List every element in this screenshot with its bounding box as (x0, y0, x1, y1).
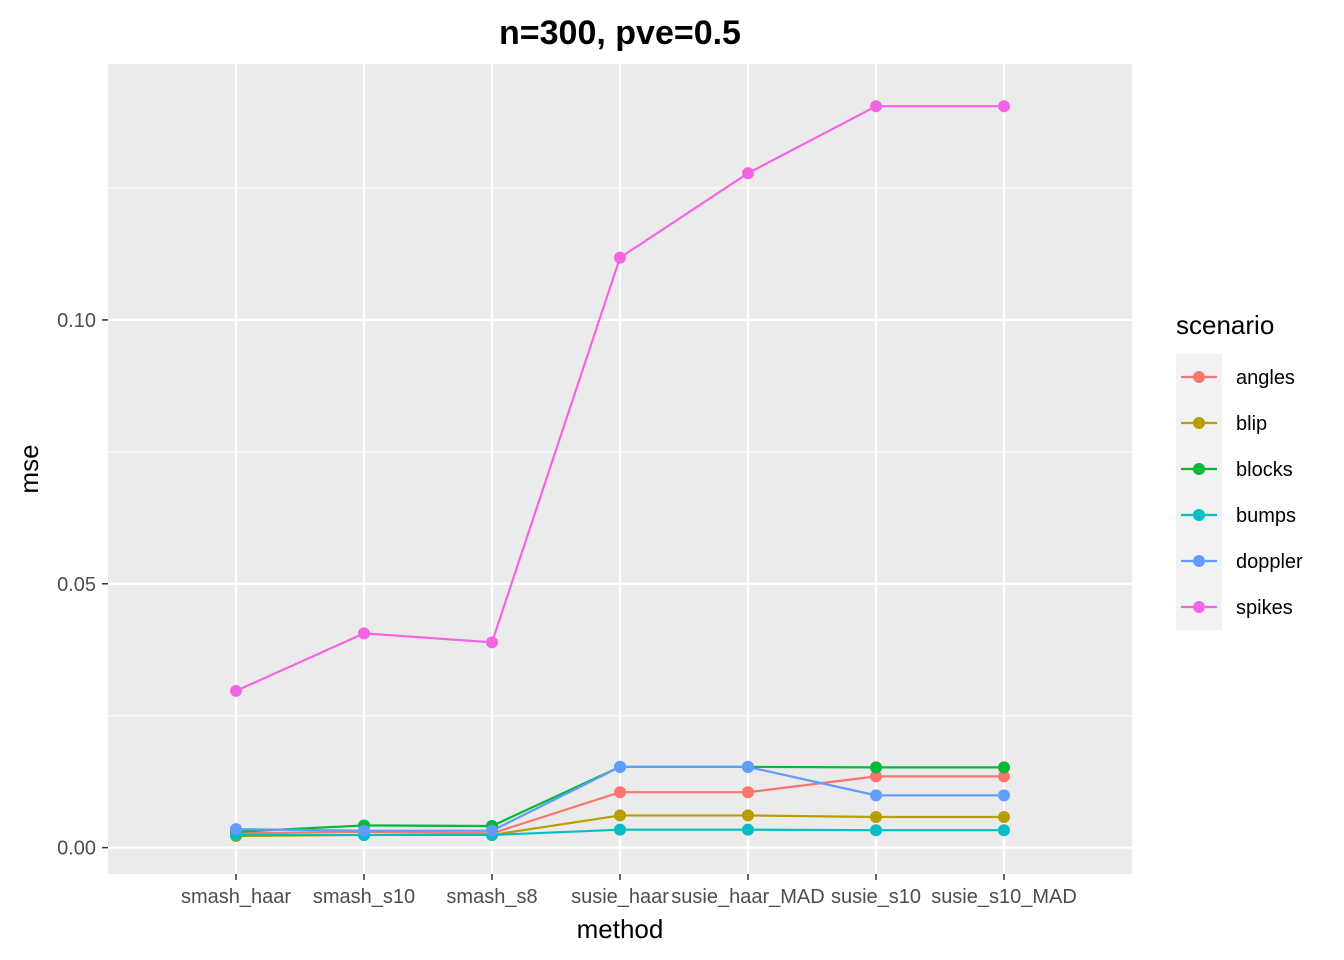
data-point-spikes (998, 100, 1010, 113)
data-point-spikes (230, 684, 242, 697)
data-point-spikes (870, 100, 882, 113)
legend-label-blocks: blocks (1236, 459, 1293, 481)
y-tick-label: 0.05 (57, 574, 96, 596)
data-point-blip (870, 811, 882, 824)
data-point-spikes (614, 251, 626, 264)
legend-key-point (1193, 371, 1205, 383)
legend-title: scenario (1176, 310, 1274, 340)
data-point-angles (742, 786, 754, 799)
legend-key-point (1193, 509, 1205, 521)
x-axis-title: method (577, 914, 664, 944)
y-tick-label: 0.00 (57, 838, 96, 860)
data-point-angles (998, 770, 1010, 783)
data-point-spikes (486, 636, 498, 649)
data-point-spikes (742, 167, 754, 180)
x-tick-label: smash_haar (181, 886, 291, 908)
data-point-doppler (742, 760, 754, 773)
data-point-doppler (614, 760, 626, 773)
y-axis: 0.00 0.05 0.10 (57, 310, 108, 860)
data-point-spikes (358, 627, 370, 640)
data-point-angles (870, 770, 882, 783)
legend-label-blip: blip (1236, 413, 1267, 435)
grid-major (108, 64, 1132, 874)
y-axis-title: mse (14, 444, 44, 493)
chart-title: n=300, pve=0.5 (499, 14, 741, 52)
x-tick-label: susie_s10 (831, 886, 921, 908)
x-tick-label: smash_s8 (446, 886, 537, 908)
data-point-bumps (614, 823, 626, 836)
data-point-bumps (742, 823, 754, 836)
data-point-doppler (998, 789, 1010, 802)
data-point-doppler (870, 789, 882, 802)
legend-label-angles: angles (1236, 367, 1295, 389)
legend: scenario angles blip blocks bumps doppler spi… (1176, 310, 1303, 630)
data-point-doppler (358, 824, 370, 837)
x-tick-label: smash_s10 (313, 886, 415, 908)
data-point-doppler (230, 823, 242, 836)
legend-label-spikes: spikes (1236, 597, 1293, 619)
x-axis: smash_haar smash_s10 smash_s8 susie_haar sus… (181, 874, 1077, 908)
legend-label-doppler: doppler (1236, 551, 1303, 573)
legend-label-bumps: bumps (1236, 505, 1296, 527)
data-point-blocks (998, 761, 1010, 774)
data-point-doppler (486, 824, 498, 837)
data-point-blocks (870, 761, 882, 774)
legend-key-point (1193, 417, 1205, 429)
data-point-bumps (870, 824, 882, 837)
legend-key-point (1193, 555, 1205, 567)
x-tick-label: susie_haar_MAD (671, 886, 824, 908)
data-point-bumps (998, 824, 1010, 837)
x-tick-label: susie_s10_MAD (931, 886, 1077, 908)
data-point-angles (614, 786, 626, 799)
y-tick-label: 0.10 (57, 310, 96, 332)
legend-key-point (1193, 601, 1205, 613)
legend-key-point (1193, 463, 1205, 475)
data-point-blip (998, 811, 1010, 824)
series-points (230, 100, 1010, 843)
x-tick-label: susie_haar (571, 886, 669, 908)
data-point-blip (614, 809, 626, 822)
data-point-blip (742, 809, 754, 822)
